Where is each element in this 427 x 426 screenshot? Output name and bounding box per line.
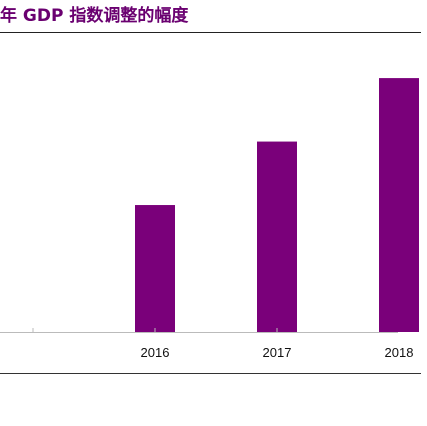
x-tick-label: 2017 [263,345,292,360]
title-rule [0,32,421,33]
bottom-rule [0,373,421,374]
bar-2018 [379,78,419,332]
bar-2017 [257,141,297,332]
x-tick-labels: 2016 2017 2018 [141,345,414,360]
bars-group [135,78,419,332]
chart-title: 年 GDP 指数调整的幅度 [0,6,189,26]
x-tick-label: 2018 [385,345,414,360]
bar-2016 [135,205,175,332]
x-axis-ticks [32,328,278,332]
x-tick-label: 2016 [141,345,170,360]
